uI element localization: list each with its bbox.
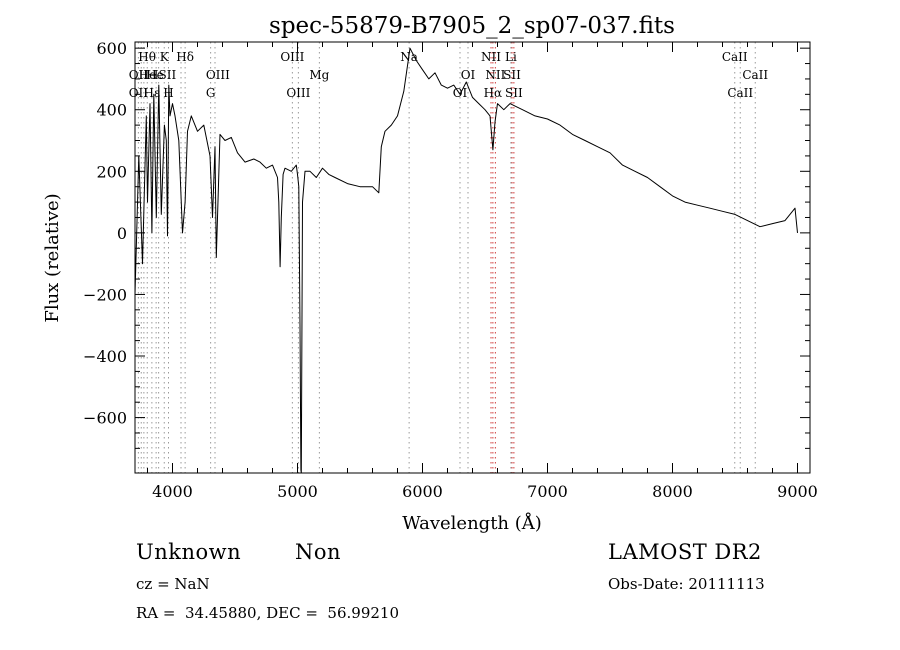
- line-label: OIII: [286, 86, 310, 100]
- subclass-label: Non: [295, 540, 342, 564]
- line-label: H: [163, 86, 173, 100]
- x-tick-label: 6000: [402, 482, 443, 501]
- axis-ticks: 4000 5000 6000 7000 8000 9000 −600 −400 −200 0 200…: [83, 39, 818, 501]
- x-tick-label: 9000: [777, 482, 818, 501]
- line-marker-layer: [137, 42, 756, 473]
- y-tick-label: −200: [83, 285, 127, 304]
- y-tick-label: 600: [96, 39, 127, 58]
- y-tick-label: 0: [117, 224, 127, 243]
- line-label: Li: [505, 50, 517, 64]
- line-label: He: [139, 68, 157, 82]
- line-label: SII: [503, 68, 521, 82]
- line-label: SII: [505, 86, 523, 100]
- line-label: CaII: [722, 50, 748, 64]
- line-label: OII: [129, 68, 149, 82]
- line-label: OI: [453, 86, 468, 100]
- x-tick-label: 5000: [277, 482, 318, 501]
- plot-frame: [134, 41, 811, 474]
- y-axis-label: Flux (relative): [42, 193, 63, 322]
- x-axis-label: Wavelength (Å): [402, 512, 542, 534]
- y-tick-label: 400: [96, 101, 127, 120]
- chart-title: spec-55879-B7905_2_sp07-037.fits: [269, 13, 675, 39]
- line-label: OI: [461, 68, 476, 82]
- survey-label: LAMOST DR2: [608, 540, 762, 564]
- line-label: OII: [129, 86, 149, 100]
- x-tick-label: 4000: [152, 482, 193, 501]
- y-tick-label: 200: [96, 162, 127, 181]
- line-label: Hε: [144, 86, 161, 100]
- line-label: ISII: [154, 68, 177, 82]
- line-label: Na: [400, 50, 418, 64]
- line-label: Mg: [309, 68, 329, 82]
- y-tick-label: −600: [83, 409, 127, 428]
- line-label: He: [146, 68, 164, 82]
- y-tick-label: −400: [83, 347, 127, 366]
- class-label: Unknown: [136, 540, 242, 564]
- line-label: Hθ: [138, 50, 156, 64]
- spectrum-series-line: [134, 47, 798, 474]
- line-label: OIII: [206, 68, 230, 82]
- x-tick-label: 7000: [527, 482, 568, 501]
- line-label: Hδ: [176, 50, 194, 64]
- line-label: NII: [485, 68, 505, 82]
- line-label: Hα: [484, 86, 503, 100]
- line-label: K: [160, 50, 170, 64]
- line-label: G: [206, 86, 216, 100]
- redshift-text: cz = NaN: [136, 575, 210, 593]
- line-label: CaII: [742, 68, 768, 82]
- line-label: NII: [481, 50, 501, 64]
- obs-date-text: Obs-Date: 20111113: [608, 575, 765, 593]
- x-tick-label: 8000: [652, 482, 693, 501]
- line-label: CaII: [727, 86, 753, 100]
- coordinates-text: RA = 34.45880, DEC = 56.99210: [136, 604, 400, 622]
- line-label: OIII: [280, 50, 304, 64]
